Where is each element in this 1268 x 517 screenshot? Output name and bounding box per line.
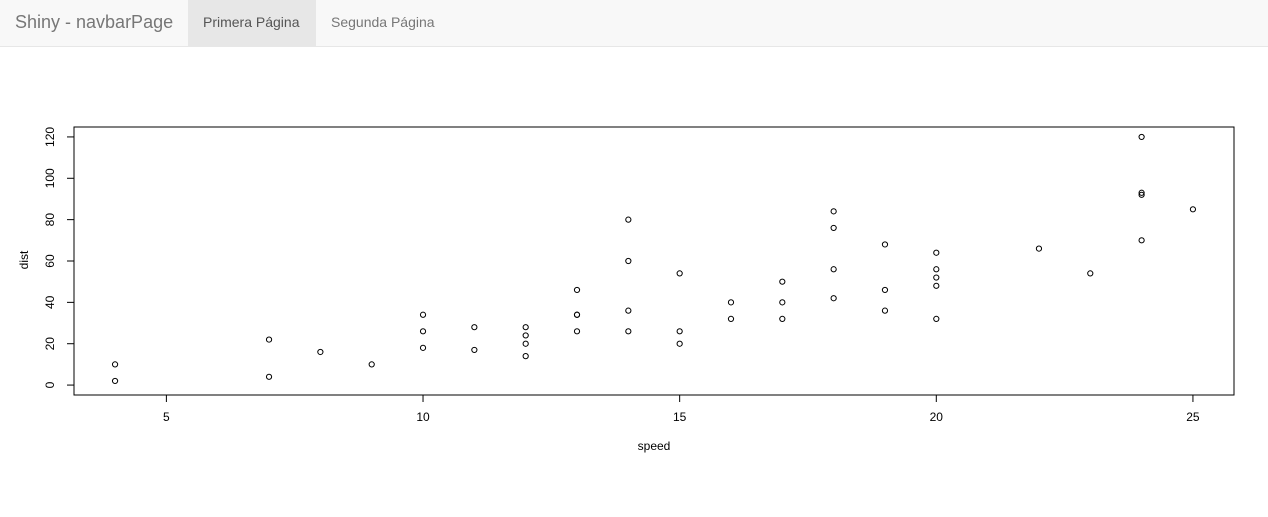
data-point [881, 241, 889, 248]
data-point [625, 216, 632, 223]
y-tick-label: 20 [43, 337, 57, 351]
data-point [676, 340, 683, 347]
data-point [830, 295, 837, 302]
data-point [1189, 206, 1197, 213]
x-tick-label: 25 [1186, 410, 1200, 424]
x-tick-label: 20 [930, 410, 944, 424]
data-point [933, 249, 940, 256]
data-point [522, 353, 529, 360]
tab-segunda-pagina[interactable]: Segunda Página [331, 14, 435, 30]
data-point [933, 315, 940, 323]
data-point [779, 299, 786, 306]
data-point [111, 361, 119, 368]
navbar-brand[interactable]: Shiny - navbarPage [15, 12, 174, 32]
data-point [933, 266, 940, 273]
data-point [419, 328, 427, 335]
data-point [727, 315, 735, 323]
data-point [1035, 245, 1043, 252]
data-point [1138, 189, 1145, 196]
x-tick-label: 15 [673, 410, 687, 424]
data-point [881, 307, 889, 314]
data-points [111, 133, 1197, 385]
data-point [1138, 191, 1145, 198]
y-tick-label: 0 [43, 381, 57, 388]
data-point [625, 307, 632, 314]
data-point [419, 344, 427, 351]
x-axis: 5 10 15 20 25 [163, 394, 1200, 424]
tab-primera-pagina[interactable]: Primera Página [188, 0, 316, 46]
data-point [573, 286, 581, 294]
data-point [265, 336, 273, 343]
plot-frame [73, 126, 1235, 396]
y-tick-label: 100 [43, 168, 57, 188]
data-point [1087, 270, 1094, 277]
data-point [830, 224, 837, 232]
data-point [471, 346, 478, 354]
data-point [779, 278, 786, 285]
data-point [830, 266, 837, 273]
data-point [933, 274, 940, 281]
x-tick-label: 5 [163, 410, 170, 424]
data-point [471, 324, 478, 331]
data-point [676, 328, 683, 335]
data-point [881, 286, 889, 294]
y-tick-label: 60 [43, 254, 57, 268]
y-axis-label: dist [17, 250, 31, 269]
data-point [522, 324, 529, 331]
y-tick-label: 120 [43, 127, 57, 147]
data-point [317, 348, 324, 356]
data-point [727, 299, 735, 306]
data-point [625, 257, 632, 265]
data-point [1138, 237, 1145, 244]
y-tick-label: 80 [43, 213, 57, 227]
data-point [573, 328, 581, 335]
y-tick-label: 40 [43, 295, 57, 309]
data-point [625, 328, 632, 335]
data-point [779, 315, 786, 323]
data-point [830, 208, 837, 215]
scatter-plot: 5 10 15 20 25 0 20 40 60 80 100 120 speed dist [17, 126, 1235, 453]
data-point [933, 282, 940, 289]
data-point [111, 377, 119, 385]
x-tick-label: 10 [416, 410, 430, 424]
data-point [573, 311, 581, 318]
data-point [368, 361, 375, 368]
data-point [676, 270, 683, 277]
x-axis-label: speed [638, 439, 671, 453]
data-point [522, 340, 529, 347]
data-point [265, 373, 273, 380]
data-point [1138, 133, 1145, 141]
data-point [419, 311, 427, 318]
navbar: Shiny - navbarPage Primera Página Segund… [0, 0, 1268, 47]
y-axis: 0 20 40 60 80 100 120 [43, 127, 75, 388]
data-point [522, 332, 529, 339]
